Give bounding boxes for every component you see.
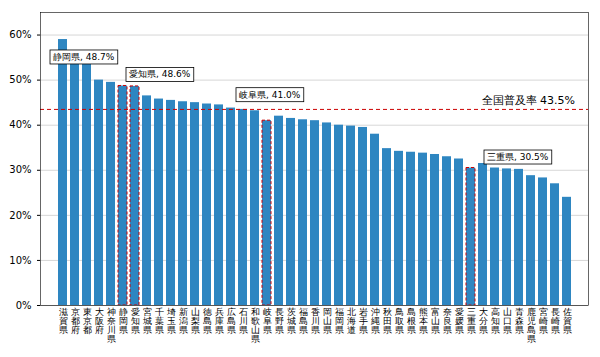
svg-text:神奈川県: 神奈川県: [107, 307, 116, 344]
svg-text:山梨県: 山梨県: [191, 307, 200, 335]
svg-text:奈良県: 奈良県: [443, 307, 452, 335]
svg-text:20%: 20%: [9, 210, 31, 221]
svg-text:岡山県: 岡山県: [323, 307, 332, 335]
svg-text:愛知県, 48.6%: 愛知県, 48.6%: [129, 69, 191, 79]
svg-text:全国普及率 43.5%: 全国普及率 43.5%: [482, 94, 575, 107]
svg-text:30%: 30%: [9, 164, 31, 175]
svg-text:東京都: 東京都: [83, 307, 92, 335]
svg-text:大阪府: 大阪府: [95, 307, 104, 335]
svg-text:熊本県: 熊本県: [419, 307, 428, 335]
svg-text:香川県: 香川県: [311, 307, 320, 335]
svg-text:石川県: 石川県: [239, 307, 248, 335]
svg-text:秋田県: 秋田県: [383, 307, 392, 335]
svg-text:福島県: 福島県: [299, 307, 308, 335]
svg-text:茨城県: 茨城県: [286, 307, 296, 335]
svg-text:北海道: 北海道: [347, 307, 356, 335]
svg-text:広島県: 広島県: [227, 307, 236, 335]
svg-text:福岡県: 福岡県: [335, 307, 344, 335]
svg-text:宮崎県: 宮崎県: [539, 307, 548, 335]
svg-text:60%: 60%: [9, 29, 31, 40]
svg-text:高知県: 高知県: [491, 307, 500, 335]
svg-text:千葉県: 千葉県: [155, 307, 164, 335]
svg-text:長崎県: 長崎県: [551, 307, 560, 335]
svg-text:埼玉県: 埼玉県: [166, 307, 176, 335]
svg-text:三重県: 三重県: [467, 307, 476, 335]
svg-text:滋賀県: 滋賀県: [59, 307, 68, 335]
svg-text:40%: 40%: [9, 119, 31, 130]
svg-text:三重県, 30.5%: 三重県, 30.5%: [487, 152, 549, 162]
svg-text:0%: 0%: [16, 300, 32, 311]
svg-text:愛知県: 愛知県: [131, 307, 140, 335]
svg-text:京都府: 京都府: [71, 307, 80, 335]
svg-text:10%: 10%: [9, 255, 31, 266]
svg-text:島根県: 島根県: [407, 307, 416, 335]
svg-text:鳥取県: 鳥取県: [394, 307, 404, 335]
svg-text:岐阜県: 岐阜県: [263, 307, 272, 335]
svg-text:大分県: 大分県: [479, 307, 488, 335]
svg-text:富山県: 富山県: [431, 307, 440, 335]
svg-text:徳島県: 徳島県: [203, 307, 212, 335]
svg-text:青森県: 青森県: [515, 307, 524, 335]
svg-text:静岡県: 静岡県: [119, 307, 128, 335]
svg-text:鹿児島県: 鹿児島県: [527, 307, 536, 344]
svg-text:長野県: 長野県: [275, 307, 284, 335]
svg-text:山口県: 山口県: [503, 307, 512, 335]
svg-text:静岡県, 48.7%: 静岡県, 48.7%: [53, 52, 115, 62]
svg-text:沖縄県: 沖縄県: [370, 307, 380, 335]
svg-text:岐阜県, 41.0%: 岐阜県, 41.0%: [239, 90, 301, 100]
svg-text:岩手県: 岩手県: [359, 307, 368, 335]
svg-text:新潟県: 新潟県: [179, 307, 188, 335]
svg-text:和歌山県: 和歌山県: [251, 307, 260, 344]
svg-text:宮城県: 宮城県: [142, 307, 152, 335]
svg-text:愛媛県: 愛媛県: [455, 307, 464, 335]
svg-text:50%: 50%: [9, 74, 31, 85]
svg-text:佐賀県: 佐賀県: [563, 307, 572, 335]
svg-text:兵庫県: 兵庫県: [215, 307, 224, 335]
